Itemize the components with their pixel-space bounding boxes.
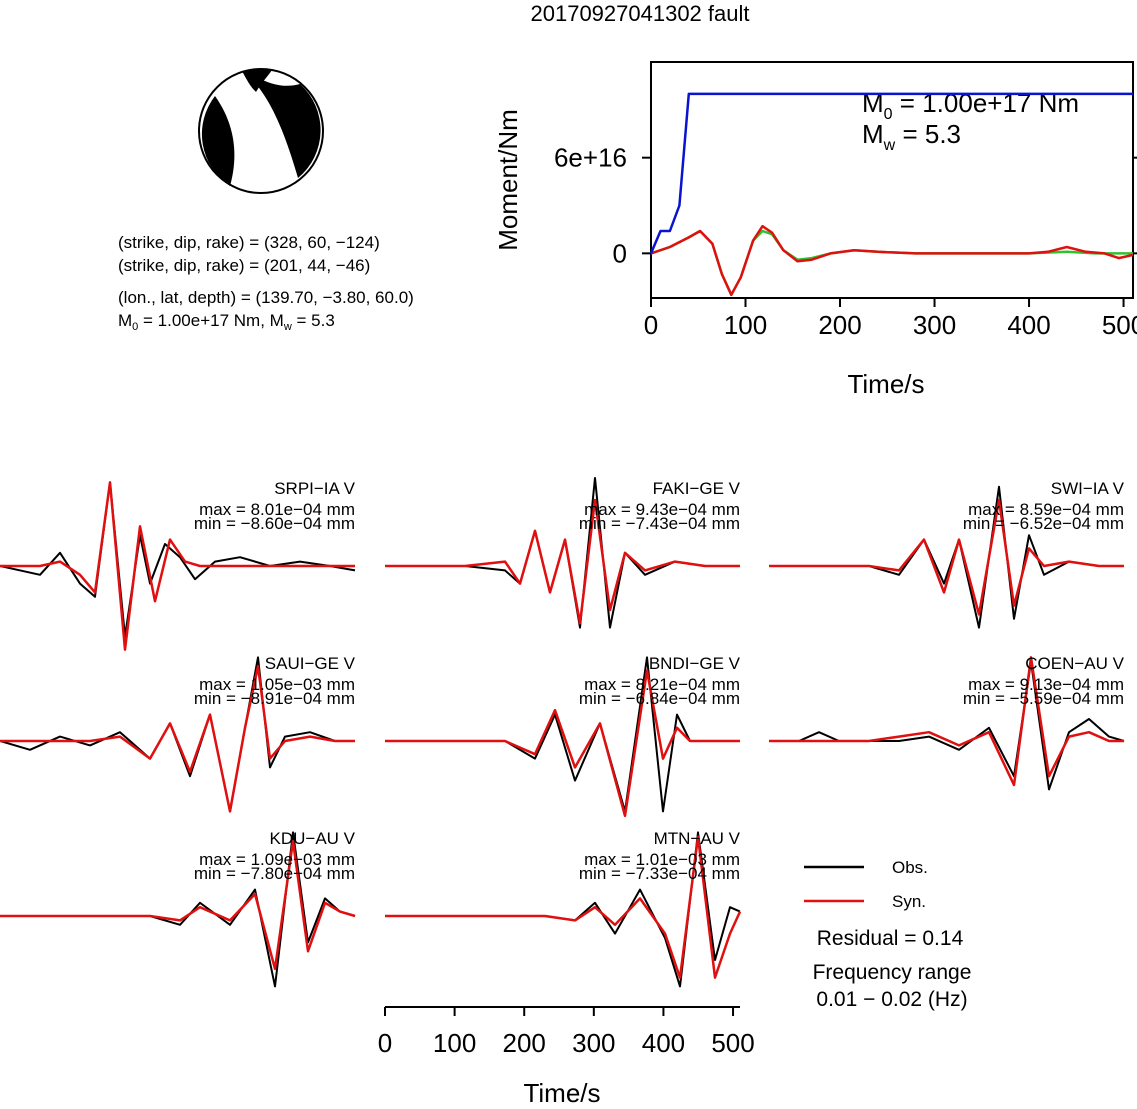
station-min-label: min = −5.59e−04 mm [963, 689, 1124, 708]
station-label: FAKI−GE V [653, 479, 741, 498]
residual-label: Residual = 0.14 [817, 927, 964, 950]
waveform-x-tick-label: 300 [572, 1028, 615, 1058]
synthetic-trace [385, 835, 742, 979]
legend: Obs. Syn. [804, 858, 928, 911]
mechanism-line-2: (strike, dip, rake) = (201, 44, −46) [118, 256, 370, 275]
moment-series-moment-rate-green [650, 229, 1133, 297]
mechanism-line-4: M0 = 1.00e+17 Nm, Mw = 5.3 [118, 311, 335, 333]
synthetic-trace [0, 839, 356, 971]
station-max-label: max = 1.01e−03 mm [584, 850, 740, 869]
waveform-x-tick-label: 200 [503, 1028, 546, 1058]
waveform-xlabel: Time/s [523, 1078, 600, 1104]
moment-x-tick-label: 0 [644, 310, 658, 340]
moment-x-tick-label: 400 [1007, 310, 1050, 340]
mechanism-line-3: (lon., lat, depth) = (139.70, −3.80, 60.… [118, 288, 414, 307]
station-min-label: min = −6.84e−04 mm [579, 689, 740, 708]
station-max-label: max = 9.43e−04 mm [584, 500, 740, 519]
mechanism-line-1: (strike, dip, rake) = (328, 60, −124) [118, 233, 380, 252]
synthetic-trace [385, 498, 740, 625]
station-max-label: max = 1.05e−03 mm [199, 675, 355, 694]
synthetic-trace [769, 498, 1124, 616]
station-max-label: max = 8.59e−04 mm [968, 500, 1124, 519]
station-label: MTN−AU V [654, 829, 741, 848]
station-min-label: min = −7.43e−04 mm [579, 514, 740, 533]
station-max-label: max = 9.13e−04 mm [968, 675, 1124, 694]
legend-obs-label: Obs. [892, 858, 928, 877]
moment-x-tick-label: 200 [818, 310, 861, 340]
moment-xlabel: Time/s [847, 369, 924, 399]
moment-x-tick-label: 300 [913, 310, 956, 340]
synthetic-trace [385, 669, 740, 818]
station-min-label: min = −8.91e−04 mm [194, 689, 355, 708]
moment-ylabel: Moment/Nm [493, 109, 523, 251]
station-max-label: max = 1.09e−03 mm [199, 850, 355, 869]
synthetic-trace [769, 656, 1124, 787]
synthetic-trace [0, 481, 355, 651]
station-max-label: max = 8.01e−04 mm [199, 500, 355, 519]
station-label: SRPI−IA V [274, 479, 355, 498]
waveform-x-tick-label: 100 [433, 1028, 476, 1058]
station-min-label: min = −6.52e−04 mm [963, 514, 1124, 533]
station-max-label: max = 8.21e−04 mm [584, 675, 740, 694]
observed-trace [385, 477, 740, 629]
waveform-x-axis: Time/s 0 100 200 300 400 500 [378, 1006, 755, 1108]
synthetic-trace [0, 664, 355, 813]
station-label: SAUI−GE V [265, 654, 356, 673]
moment-x-tick-label: 100 [724, 310, 767, 340]
moment-chart: M0 = 1.00e+17 Nm Mw = 5.3 Moment/Nm Time… [493, 61, 1137, 399]
frequency-value: 0.01 − 0.02 (Hz) [816, 988, 967, 1011]
frequency-label: Frequency range [813, 961, 972, 984]
moment-series-cumulative-moment [649, 92, 1133, 254]
station-label: COEN−AU V [1025, 654, 1124, 673]
station-min-label: min = −7.33e−04 mm [579, 864, 740, 883]
station-min-label: min = −7.80e−04 mm [194, 864, 355, 883]
waveform-x-tick-label: 400 [642, 1028, 685, 1058]
legend-syn-label: Syn. [892, 892, 926, 911]
beachball-icon [198, 68, 324, 194]
station-label: SWI−IA V [1051, 479, 1125, 498]
moment-chart-frame [650, 61, 1134, 299]
moment-mw-label: Mw = 5.3 [862, 119, 961, 154]
moment-y-tick-label: 0 [613, 238, 627, 268]
station-label: BNDI−GE V [649, 654, 741, 673]
moment-series-moment-rate-red [650, 224, 1134, 297]
waveform-x-tick-label: 0 [378, 1028, 392, 1058]
moment-y-tick-label: 6e+16 [554, 143, 627, 173]
station-label: KDU−AU V [270, 829, 356, 848]
station-min-label: min = −8.60e−04 mm [194, 514, 355, 533]
waveform-x-tick-label: 500 [711, 1028, 754, 1058]
figure-title: 20170927041302 fault [531, 1, 750, 26]
moment-x-tick-label: 500 [1102, 310, 1137, 340]
